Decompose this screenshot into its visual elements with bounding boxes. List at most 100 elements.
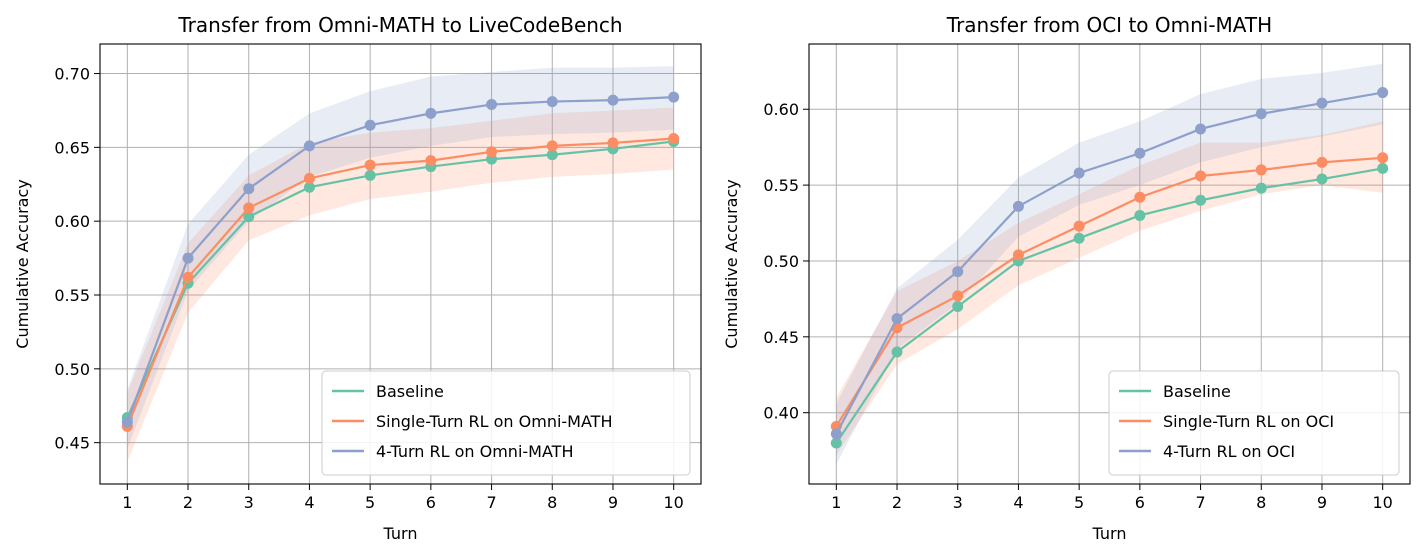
right-point-1-8 — [1255, 182, 1267, 194]
right-point-2-8 — [1255, 164, 1267, 176]
left-point-2-7 — [486, 146, 498, 158]
left-point-2-5 — [364, 159, 376, 171]
right-y-axis-label: Cumulative Accuracy — [722, 179, 741, 348]
right-x-axis-label: Turn — [1092, 524, 1127, 543]
right-series-line-2 — [835, 156, 1383, 427]
right-ytick-label-1: 0.40 — [763, 404, 799, 423]
right-legend-label-3: 4-Turn RL on OCI — [1163, 442, 1295, 461]
left-y-axis-label: Cumulative Accuracy — [13, 179, 32, 348]
right-point-3-8 — [1255, 108, 1267, 120]
left-chart-title: Transfer from Omni-MATH to LiveCodeBench — [177, 13, 622, 37]
left-point-3-2 — [182, 252, 194, 264]
left-point-2-2 — [182, 271, 194, 283]
left-xtick-label-10: 10 — [664, 493, 684, 512]
left-point-3-1 — [121, 416, 133, 428]
left-band-2 — [127, 107, 674, 462]
left-ytick-label-3: 0.55 — [54, 286, 90, 305]
right-axes-frame — [808, 43, 1411, 485]
left-point-1-3 — [243, 211, 255, 223]
left-point-3-7 — [486, 99, 498, 111]
left-point-1-4 — [303, 181, 315, 193]
left-legend-label-3: 4-Turn RL on Omni-MATH — [376, 442, 573, 461]
right-legend-box — [1108, 370, 1400, 476]
right-xtick-label-2: 2 — [892, 493, 902, 512]
chart-right: 1 2 3 4 5 6 7 8 9 10 0.40 0.45 0.50 0.55 0.60 Transfer … — [722, 13, 1411, 543]
right-point-2-9 — [1316, 156, 1328, 168]
right-point-3-1 — [830, 428, 842, 440]
left-point-3-6 — [425, 107, 437, 119]
right-point-1-2 — [891, 346, 903, 358]
right-point-2-4 — [1012, 249, 1024, 261]
right-point-1-9 — [1316, 173, 1328, 185]
left-point-2-3 — [243, 202, 255, 214]
right-legend: Baseline Single-Turn RL on OCI 4-Turn RL o… — [1108, 370, 1400, 476]
right-xtick-label-6: 6 — [1135, 493, 1145, 512]
left-xtick-label-2: 2 — [183, 493, 193, 512]
right-point-2-6 — [1134, 191, 1146, 203]
left-point-3-5 — [364, 119, 376, 131]
left-ytick-label-6: 0.70 — [54, 65, 90, 84]
right-point-1-3 — [952, 300, 964, 312]
left-xtick-label-9: 9 — [608, 493, 618, 512]
right-xtick-label-7: 7 — [1195, 493, 1205, 512]
right-point-3-9 — [1316, 97, 1328, 109]
right-xtick-label-5: 5 — [1074, 493, 1084, 512]
left-xtick-label-4: 4 — [304, 493, 314, 512]
left-ytick-label-4: 0.60 — [54, 212, 90, 231]
right-xtick-label-3: 3 — [953, 493, 963, 512]
right-chart-title: Transfer from OCI to Omni-MATH — [946, 13, 1272, 37]
right-point-3-2 — [891, 313, 903, 325]
right-xtick-label-4: 4 — [1013, 493, 1023, 512]
right-band-3 — [836, 63, 1383, 465]
right-point-2-7 — [1195, 170, 1207, 182]
left-point-2-10 — [668, 132, 680, 144]
right-series-line-3 — [835, 91, 1383, 435]
right-point-3-3 — [952, 266, 964, 278]
left-point-3-3 — [243, 183, 255, 195]
right-point-2-3 — [952, 290, 964, 302]
left-xtick-label-6: 6 — [426, 493, 436, 512]
left-point-2-4 — [303, 172, 315, 184]
left-series-line-1 — [126, 140, 674, 419]
left-xtick-label-8: 8 — [547, 493, 557, 512]
left-xtick-label-3: 3 — [244, 493, 254, 512]
right-ytick-label-2: 0.45 — [763, 328, 799, 347]
right-point-3-4 — [1012, 200, 1024, 212]
right-point-1-1 — [830, 437, 842, 449]
right-xtick-label-10: 10 — [1373, 493, 1393, 512]
right-band-2 — [836, 121, 1383, 456]
left-series-line-2 — [126, 137, 674, 427]
left-ytick-label-2: 0.50 — [54, 360, 90, 379]
left-legend-label-2: Single-Turn RL on Omni-MATH — [376, 412, 612, 431]
left-xtick-label-5: 5 — [365, 493, 375, 512]
left-band-3 — [127, 66, 674, 449]
left-point-1-8 — [546, 149, 558, 161]
left-point-1-5 — [364, 169, 376, 181]
right-point-2-10 — [1377, 152, 1389, 164]
right-xtick-label-9: 9 — [1317, 493, 1327, 512]
left-legend-label-1: Baseline — [376, 382, 444, 401]
left-axes-frame — [99, 43, 702, 485]
right-point-1-6 — [1134, 209, 1146, 221]
left-ytick-label-1: 0.45 — [54, 434, 90, 453]
chart-left: 1 2 3 4 5 6 7 8 9 10 0.45 0.50 0.55 0.60 0.65 0.70 Trans… — [13, 13, 702, 543]
left-series-line-3 — [126, 96, 674, 423]
right-ytick-label-4: 0.55 — [763, 176, 799, 195]
right-legend-label-2: Single-Turn RL on OCI — [1163, 412, 1334, 431]
right-point-2-5 — [1073, 220, 1085, 232]
left-point-3-9 — [607, 94, 619, 106]
left-point-2-8 — [546, 140, 558, 152]
left-point-2-6 — [425, 155, 437, 167]
right-ytick-label-5: 0.60 — [763, 100, 799, 119]
left-xtick-label-1: 1 — [122, 493, 132, 512]
left-x-axis-label: Turn — [383, 524, 418, 543]
right-point-1-7 — [1195, 194, 1207, 206]
right-series-line-1 — [835, 167, 1383, 444]
left-legend-box — [321, 370, 691, 476]
left-xtick-label-7: 7 — [486, 493, 496, 512]
left-point-2-9 — [607, 137, 619, 149]
left-ytick-label-5: 0.65 — [54, 138, 90, 157]
right-xtick-label-8: 8 — [1256, 493, 1266, 512]
right-point-1-5 — [1073, 232, 1085, 244]
